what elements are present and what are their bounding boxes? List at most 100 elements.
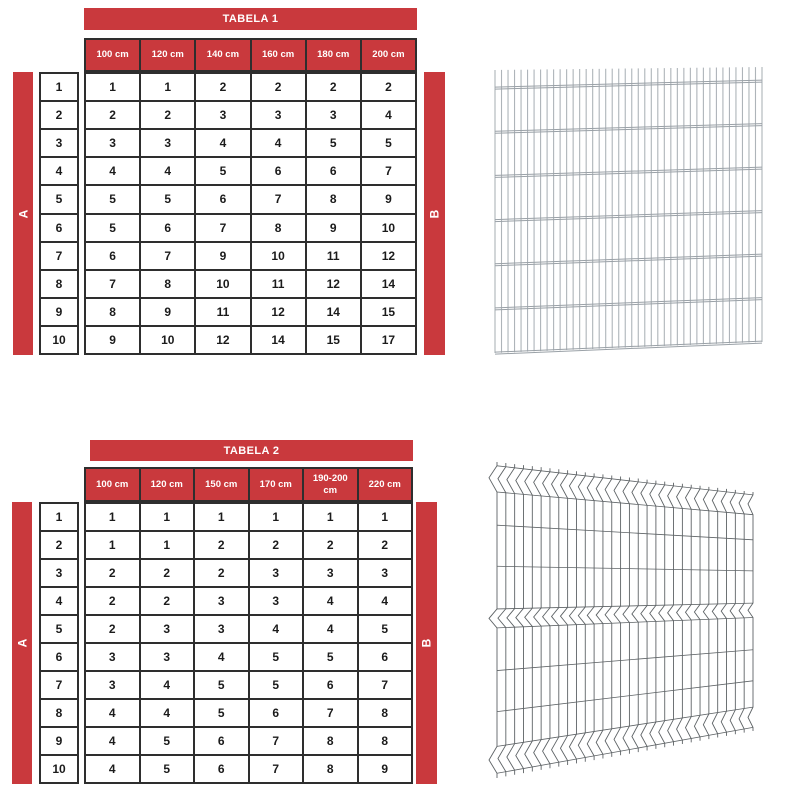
column-header: 150 cm xyxy=(194,468,249,501)
table-cell: 2 xyxy=(194,559,249,587)
table-cell: 3 xyxy=(248,587,303,615)
row-number: 7 xyxy=(40,241,78,270)
table-cell: 3 xyxy=(140,129,196,158)
table-cell: 2 xyxy=(139,559,194,587)
row-number: 1 xyxy=(40,73,78,102)
table-cell: 1 xyxy=(85,531,140,559)
table-cell: 2 xyxy=(85,587,140,615)
table-cell: 9 xyxy=(360,185,416,214)
table-cell: 4 xyxy=(85,755,140,783)
table-cell: 4 xyxy=(303,587,358,615)
column-header: 120 cm xyxy=(140,39,196,71)
column-header: 100 cm xyxy=(85,468,140,501)
table-cell: 10 xyxy=(250,241,306,270)
table-cell: 4 xyxy=(140,157,196,186)
row-number: 5 xyxy=(40,185,78,214)
table-cell: 1 xyxy=(248,503,303,531)
table-cell: 3 xyxy=(250,101,306,130)
table-cell: 3 xyxy=(85,671,140,699)
table-cell: 9 xyxy=(195,241,251,270)
table-cell: 5 xyxy=(357,615,412,643)
table-cell: 7 xyxy=(357,671,412,699)
table-cell: 2 xyxy=(250,73,306,102)
row-number: 10 xyxy=(40,755,78,783)
table-cell: 2 xyxy=(248,531,303,559)
table-cell: 9 xyxy=(85,325,141,354)
table-cell: 2 xyxy=(194,531,249,559)
table-cell: 8 xyxy=(357,727,412,755)
tabela-2-title: TABELA 2 xyxy=(90,440,413,461)
column-header: 120 cm xyxy=(139,468,194,501)
table-cell: 5 xyxy=(305,129,361,158)
table-cell: 4 xyxy=(360,101,416,130)
table-cell: 3 xyxy=(305,101,361,130)
table-cell: 5 xyxy=(140,185,196,214)
column-header: 170 cm xyxy=(248,468,303,501)
column-header: 140 cm xyxy=(195,39,251,71)
table-cell: 6 xyxy=(250,157,306,186)
row-number: 3 xyxy=(40,129,78,158)
table-cell: 5 xyxy=(194,671,249,699)
table-cell: 6 xyxy=(195,185,251,214)
row-number: 7 xyxy=(40,671,78,699)
row-number: 9 xyxy=(40,297,78,326)
row-number: 6 xyxy=(40,213,78,242)
table-cell: 7 xyxy=(303,699,358,727)
row-number: 10 xyxy=(40,325,78,354)
table-cell: 14 xyxy=(250,325,306,354)
table-cell: 1 xyxy=(139,531,194,559)
table-cell: 8 xyxy=(305,185,361,214)
tabela-2-row-numbers: 1 2 3 4 5 6 7 8 9 10 xyxy=(39,502,79,784)
table-cell: 7 xyxy=(250,185,306,214)
table-cell: 2 xyxy=(360,73,416,102)
table-cell: 1 xyxy=(194,503,249,531)
table-cell: 4 xyxy=(248,615,303,643)
table-cell: 3 xyxy=(139,615,194,643)
table-cell: 6 xyxy=(194,755,249,783)
bent-3d-fence-panel-figure xyxy=(488,462,754,778)
table-cell: 2 xyxy=(85,615,140,643)
table-cell: 10 xyxy=(140,325,196,354)
table-cell: 14 xyxy=(305,297,361,326)
table-cell: 12 xyxy=(195,325,251,354)
table-cell: 6 xyxy=(140,213,196,242)
table-cell: 11 xyxy=(305,241,361,270)
table-cell: 9 xyxy=(140,297,196,326)
table-cell: 4 xyxy=(139,699,194,727)
row-number: 4 xyxy=(40,157,78,186)
table-cell: 14 xyxy=(360,269,416,298)
table-cell: 8 xyxy=(250,213,306,242)
table-cell: 10 xyxy=(360,213,416,242)
table-cell: 7 xyxy=(140,241,196,270)
table-cell: 1 xyxy=(140,73,196,102)
table-cell: 7 xyxy=(195,213,251,242)
table-cell: 6 xyxy=(305,157,361,186)
table-cell: 9 xyxy=(305,213,361,242)
tabela-1-band-a: A xyxy=(13,72,33,355)
table-cell: 17 xyxy=(360,325,416,354)
tabela-1-column-headers: 100 cm 120 cm 140 cm 160 cm 180 cm 200 cm xyxy=(84,38,417,72)
table-cell: 5 xyxy=(85,185,141,214)
table-cell: 1 xyxy=(139,503,194,531)
table-cell: 4 xyxy=(250,129,306,158)
table-cell: 3 xyxy=(194,615,249,643)
column-header: 100 cm xyxy=(85,39,141,71)
tabela-1-band-b: B xyxy=(424,72,445,355)
tabela-1-title: TABELA 1 xyxy=(84,8,417,30)
column-header: 160 cm xyxy=(250,39,306,71)
table-cell: 6 xyxy=(357,643,412,671)
row-number: 1 xyxy=(40,503,78,531)
tabela-1-data-grid: 1 1 2 2 2 2 2 2 3 3 3 4 3 3 4 4 5 5 4 4 5 6 6 7 5 5 6 7 8 9 5 6 7 8 9 10 6 7 9… xyxy=(84,72,417,355)
table-cell: 5 xyxy=(85,213,141,242)
table-cell: 2 xyxy=(303,531,358,559)
table-cell: 3 xyxy=(357,559,412,587)
double-wire-2d-fence-panel-figure xyxy=(494,67,763,355)
table-cell: 8 xyxy=(357,699,412,727)
tabela-1-row-numbers: 1 2 3 4 5 6 7 8 9 10 xyxy=(39,72,79,355)
table-cell: 10 xyxy=(195,269,251,298)
table-cell: 4 xyxy=(85,727,140,755)
table-cell: 4 xyxy=(139,671,194,699)
table-cell: 5 xyxy=(248,643,303,671)
